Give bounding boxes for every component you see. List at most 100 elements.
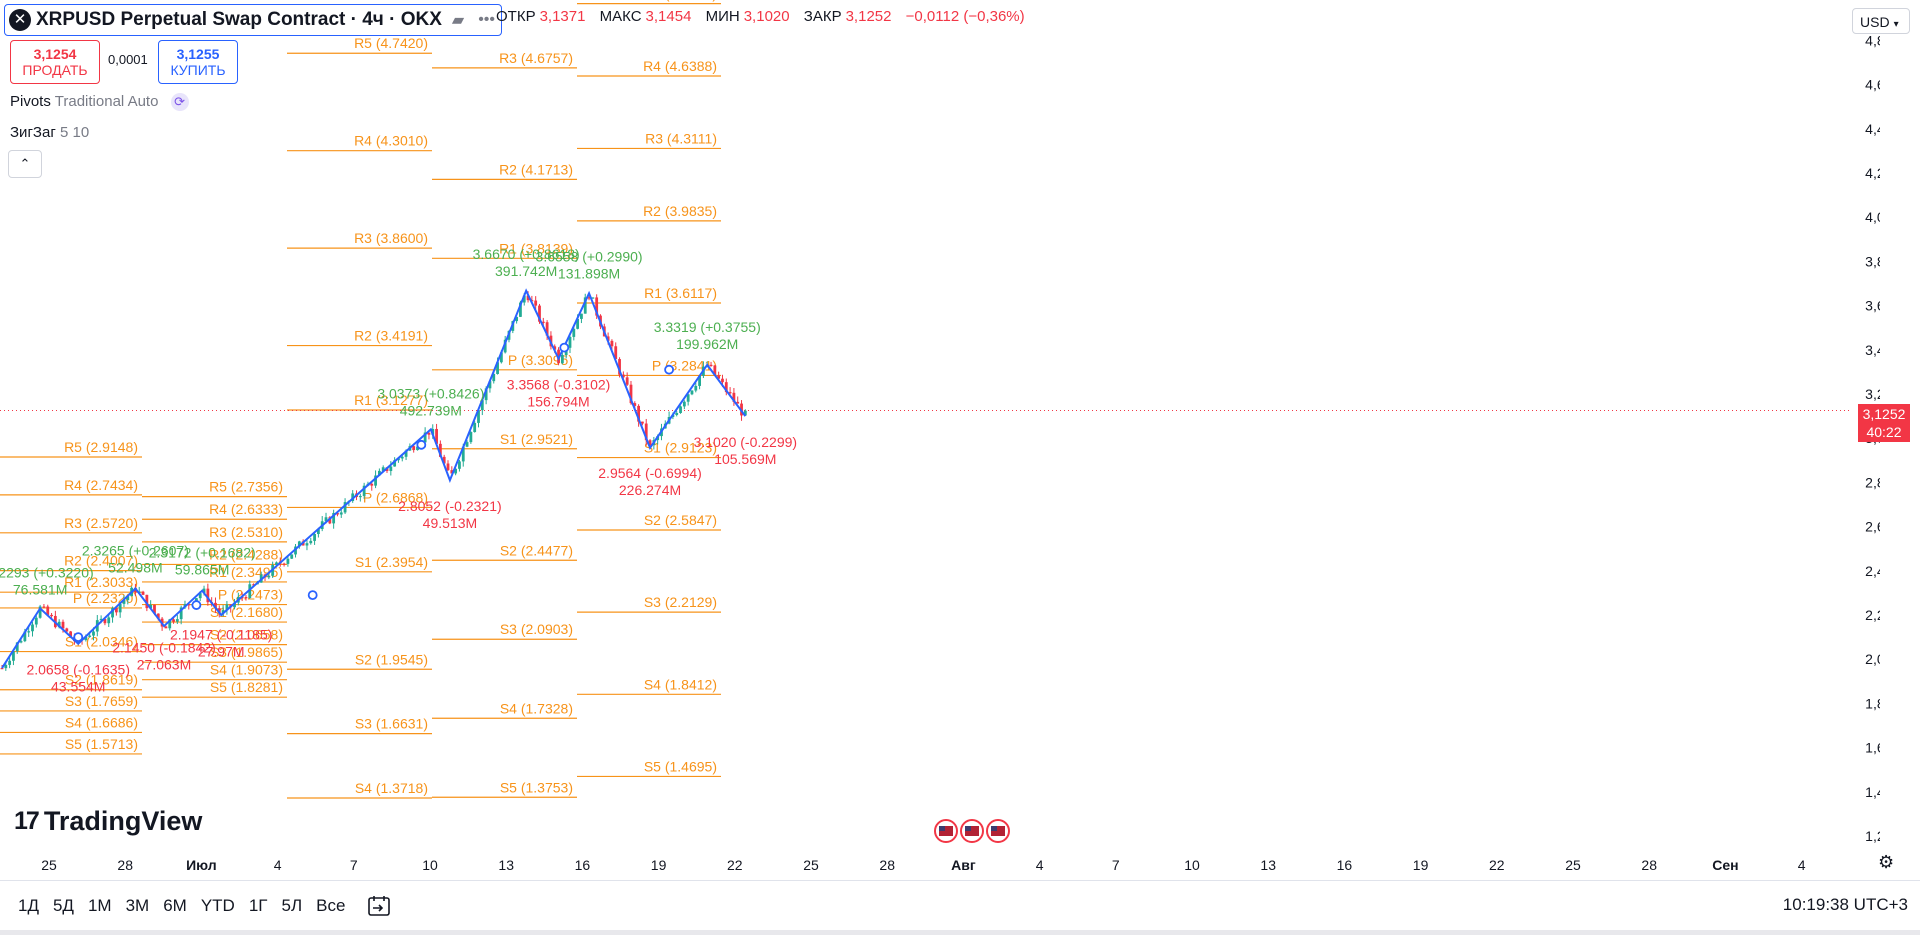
candle-body	[153, 604, 156, 614]
candle-body	[61, 621, 65, 629]
sell-price: 3,1254	[33, 46, 77, 62]
candle-body	[389, 466, 393, 472]
more-icon[interactable]: •••	[478, 11, 496, 28]
sell-label: ПРОДАТЬ	[22, 62, 88, 78]
candle-body	[248, 584, 252, 599]
last-price-value: 3,1252	[1862, 406, 1906, 422]
candle-body	[217, 608, 221, 614]
axis-settings-icon[interactable]: ⚙	[1878, 852, 1895, 872]
pivot-label: S1 (2.0346)	[65, 634, 138, 650]
candle-body	[400, 456, 404, 459]
price-chart[interactable]: 1,2000 1,4000 1,6000 1,8000 2,0000 2,2000 2,40…	[0, 0, 1880, 880]
indicator-pivots[interactable]: Pivots Traditional Auto ⟳	[10, 93, 189, 111]
pivots-name: Pivots	[10, 93, 51, 110]
period-all[interactable]: Все	[316, 896, 346, 915]
flag-stripe	[965, 826, 979, 836]
candle-body	[324, 517, 328, 522]
candle-body	[717, 375, 721, 379]
y-tick-label: 4,8000	[1865, 32, 1880, 48]
pivot-label: R5 (4.9665)	[643, 0, 717, 2]
close-value: 3,1252	[845, 8, 892, 25]
flag-icon[interactable]: ▰	[451, 12, 465, 29]
pivot-label: R3 (3.8600)	[354, 230, 428, 246]
candle-body	[576, 318, 580, 329]
zigzag-label: 49.513M	[423, 515, 477, 531]
sell-button[interactable]: 3,1254 ПРОДАТЬ	[10, 40, 100, 84]
chart-area[interactable]: 1,2000 1,4000 1,6000 1,8000 2,0000 2,2000 2,40…	[0, 0, 1880, 880]
candle-body	[38, 606, 42, 618]
y-tick-label: 1,8000	[1865, 695, 1880, 711]
pivot-label: R5 (4.7420)	[354, 35, 428, 51]
pivot-label: R1 (2.3033)	[64, 574, 138, 590]
candle-body	[313, 534, 316, 541]
refresh-icon[interactable]: ⟳	[170, 93, 189, 111]
candle-body	[27, 631, 31, 633]
period-ytd[interactable]: YTD	[200, 896, 235, 915]
candle-body	[713, 365, 717, 376]
period-3m[interactable]: 3М	[125, 896, 150, 915]
period-6m[interactable]: 6М	[163, 896, 187, 915]
x-tick-label: 13	[498, 857, 514, 873]
pivot-label: S2 (2.5847)	[644, 512, 717, 528]
pivot-label: S2 (1.8619)	[65, 672, 138, 688]
candle-body	[404, 450, 408, 457]
period-1m[interactable]: 1М	[87, 896, 112, 915]
candle-body	[0, 668, 4, 670]
candle-body	[233, 602, 236, 608]
pivot-label: R2 (2.4288)	[209, 546, 283, 562]
candle-body	[743, 410, 747, 416]
clock[interactable]: 10:19:38 UTC+3	[1782, 895, 1908, 914]
pivot-label: R4 (4.3010)	[354, 133, 428, 149]
candle-body	[362, 485, 366, 496]
candle-body	[427, 432, 431, 435]
candle-body	[286, 558, 290, 564]
period-5y[interactable]: 5Л	[281, 896, 303, 915]
candle-body	[580, 313, 583, 319]
y-tick-label: 4,4000	[1865, 121, 1880, 137]
period-5d[interactable]: 5Д	[52, 896, 74, 915]
candle-body	[480, 400, 484, 411]
candle-body	[534, 300, 538, 306]
goto-date-icon[interactable]	[367, 895, 391, 917]
pivot-label: R3 (2.5310)	[209, 524, 283, 540]
currency-select[interactable]: USD ▾	[1852, 8, 1910, 34]
candle-body	[587, 297, 591, 299]
candle-body	[686, 394, 690, 402]
candle-body	[179, 607, 183, 620]
buy-button[interactable]: 3,1255 КУПИТЬ	[158, 40, 238, 84]
pivot-label: S2 (2.0658)	[210, 627, 283, 643]
tradingview-logo[interactable]: 17 TradingView	[14, 806, 202, 837]
symbol-title-box[interactable]: ✕ XRPUSD Perpetual Swap Contract · 4ч · …	[4, 4, 503, 36]
candle-body	[496, 362, 499, 374]
candle-body	[736, 401, 740, 404]
x-tick-label: Авг	[951, 857, 976, 873]
candle-body	[34, 617, 38, 625]
candle-body	[621, 374, 625, 378]
candle-body	[225, 604, 229, 611]
candle-body	[416, 446, 419, 451]
candle-body	[114, 607, 118, 613]
candle-body	[679, 406, 682, 413]
candle-body	[503, 339, 507, 353]
x-tick-label: 19	[651, 857, 667, 873]
candle-body	[69, 631, 73, 638]
ohlc-legend: ОТКР 3,1371 МАКС 3,1454 МИН 3,1020 ЗАКР 3,12…	[496, 8, 1035, 25]
candle-body	[724, 382, 728, 393]
pivot-label: S4 (1.7328)	[500, 700, 573, 716]
flag-canton	[965, 826, 971, 831]
candle-body	[709, 364, 713, 367]
candle-body	[206, 588, 210, 603]
period-1y[interactable]: 1Г	[248, 896, 268, 915]
candle-body	[46, 606, 50, 615]
zigzag-label: 2.0658 (-0.1635)	[26, 662, 130, 678]
zigzag-marker	[73, 632, 84, 642]
collapse-legend-button[interactable]: ⌃	[8, 150, 42, 178]
zigzag-marker	[307, 590, 318, 601]
candle-body	[423, 432, 427, 443]
tradingview-logo-icon: 17	[14, 807, 40, 835]
candle-body	[484, 388, 488, 401]
period-1d[interactable]: 1Д	[18, 896, 39, 915]
candle-body	[465, 442, 469, 447]
candle-body	[519, 302, 522, 317]
indicator-zigzag[interactable]: ЗигЗаг 5 10	[10, 124, 89, 141]
